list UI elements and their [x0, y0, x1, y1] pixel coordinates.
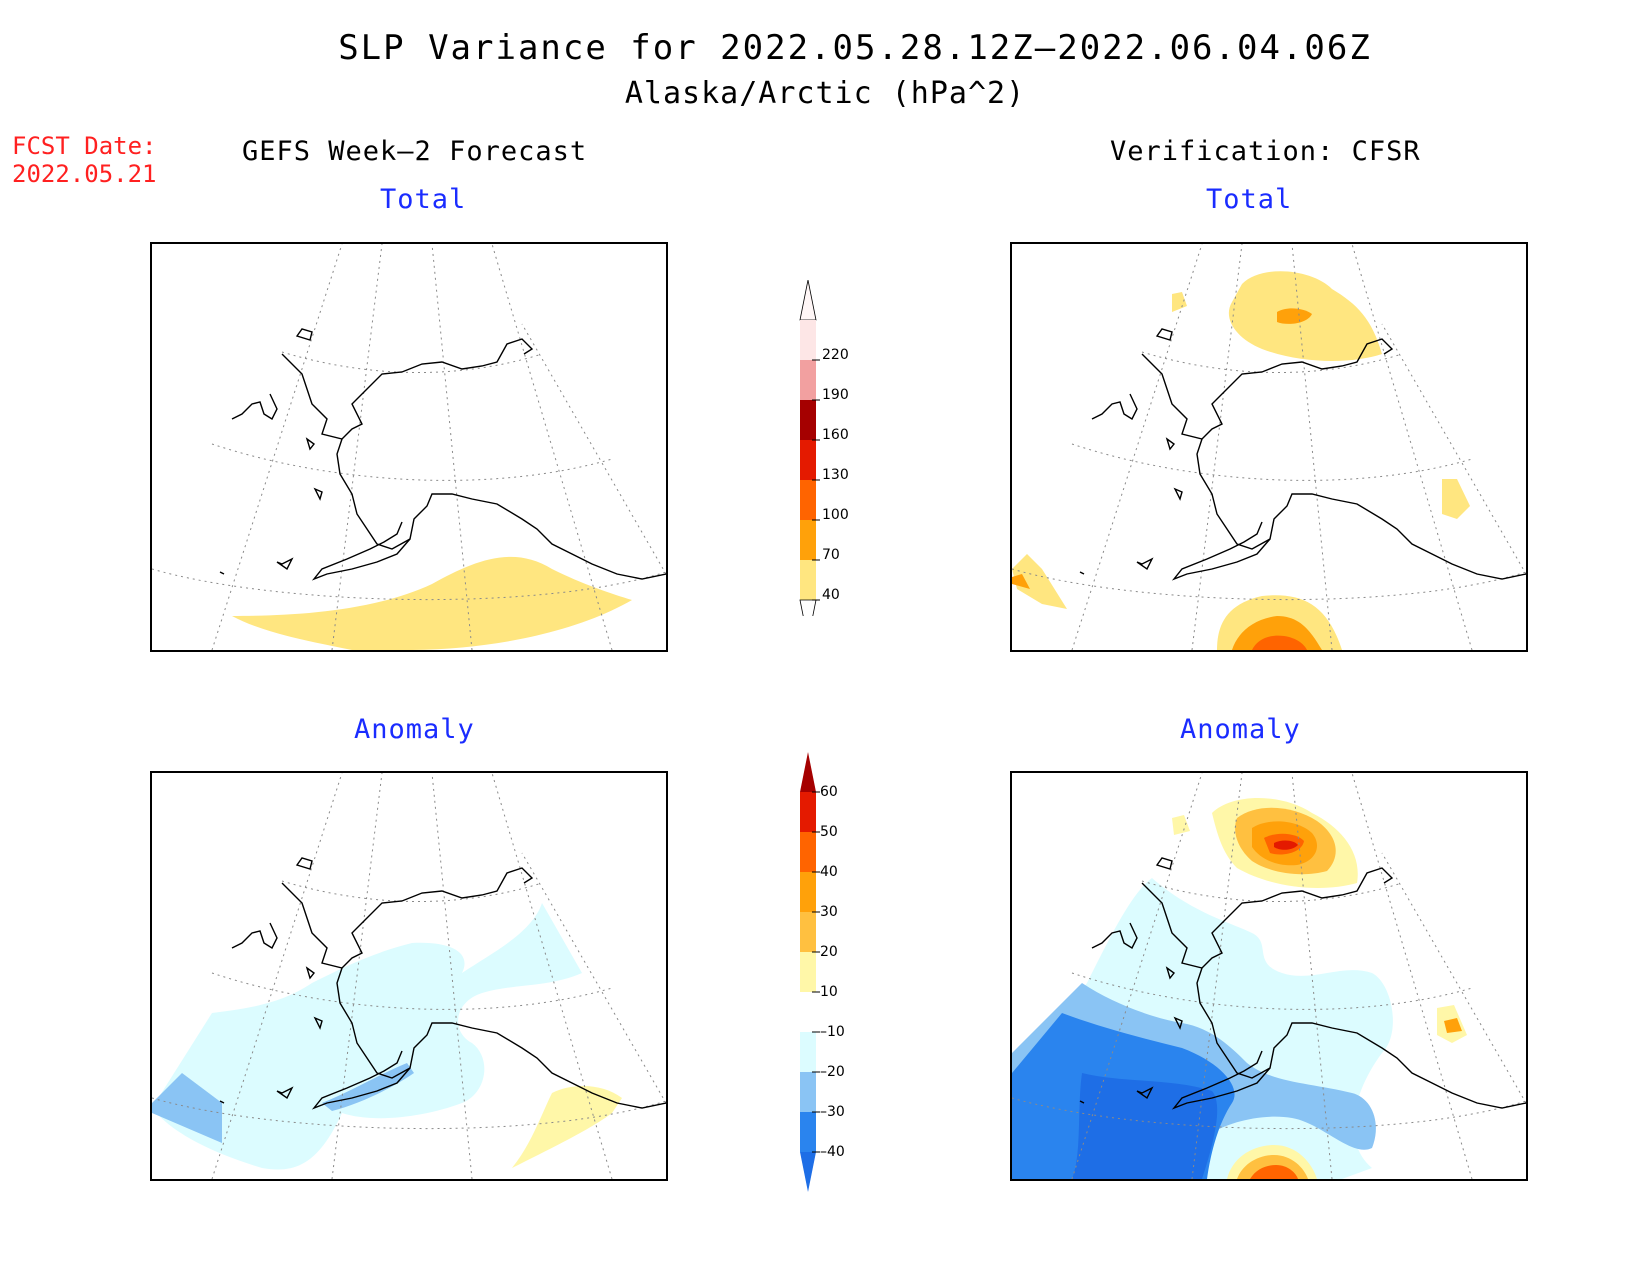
anomaly-colorbar: –40 –30 –20 –10 10 20 30 40 50 60: [790, 752, 870, 1206]
verification-anomaly-map: [1010, 771, 1528, 1181]
verification-anomaly-map-svg: [1012, 773, 1526, 1179]
forecast-anomaly-subtitle: Anomaly: [354, 714, 475, 745]
colorbar-swatch: [800, 792, 816, 832]
colorbar-tick-label: 70: [822, 547, 840, 563]
forecast-anomaly-map-svg: [152, 773, 666, 1179]
colorbar-swatch: [800, 952, 816, 992]
forecast-total-map: [150, 242, 668, 652]
colorbar-swatch: [800, 360, 816, 400]
colorbar-tick-label: 100: [822, 507, 849, 523]
colorbar-tick-label: 60: [820, 784, 838, 800]
colorbar-tick-label: 30: [820, 904, 838, 920]
colorbar-tick-label: –10: [820, 1024, 845, 1040]
map-title: SLP Variance for 2022.05.28.12Z–2022.06.…: [338, 28, 1372, 68]
colorbar-tick-label: 190: [822, 387, 849, 403]
colorbar-swatch: [800, 320, 816, 360]
shade-orange-south: [1252, 635, 1307, 650]
verification-heading: Verification: CFSR: [1110, 136, 1421, 167]
fcst-date-label: FCST Date:: [12, 132, 157, 160]
shade-orange-north: [1277, 308, 1312, 324]
shade-blue-dark: [1072, 1073, 1218, 1179]
verification-total-subtitle: Total: [1206, 184, 1293, 215]
shade-yellow-east: [1442, 479, 1470, 519]
map-subtitle: Alaska/Arctic (hPa^2): [624, 76, 1026, 111]
colorbar-tick-label: –20: [820, 1064, 845, 1080]
colorbar-swatch: [800, 480, 816, 520]
colorbar-tick-label: –30: [820, 1104, 845, 1120]
colorbar-swatch: [800, 520, 816, 560]
colorbar-swatch: [800, 872, 816, 912]
colorbar-tick-label: 10: [820, 984, 838, 1000]
colorbar-swatch: [800, 832, 816, 872]
forecast-total-subtitle: Total: [380, 184, 467, 215]
shade-yellow-sw: [1012, 554, 1067, 609]
shade-blue-light-west: [152, 1073, 222, 1143]
forecast-anomaly-map: [150, 771, 668, 1181]
shade-orange-light-south: [1232, 616, 1322, 650]
shade-gold-east: [1444, 1018, 1462, 1033]
shade-red-north: [1274, 840, 1298, 850]
colorbar-tick-label: 20: [820, 944, 838, 960]
colorbar-swatch: [800, 1032, 816, 1072]
colorbar-tick-label: 220: [822, 347, 849, 363]
fcst-date-value: 2022.05.21: [12, 160, 157, 188]
anomaly-colorbar-svg: –40 –30 –20 –10 10 20 30 40 50 60: [800, 752, 845, 1192]
total-colorbar-svg: 40 70 100 130 160 190 220: [799, 279, 849, 641]
shade-pale-yellow-nw: [1172, 815, 1190, 835]
colorbar-swatch: [800, 560, 816, 600]
shade-yellow-nw: [1172, 292, 1187, 312]
verification-total-map: [1010, 242, 1528, 652]
colorbar-tick-label: 40: [820, 864, 838, 880]
colorbar-tick-label: 40: [822, 587, 840, 603]
colorbar-swatch: [800, 992, 816, 1032]
total-colorbar: 40 70 100 130 160 190 220: [790, 279, 870, 641]
colorbar-swatch: [800, 400, 816, 440]
colorbar-swatch: [800, 1112, 816, 1152]
forecast-total-map-svg: [152, 244, 666, 650]
shade-orange-sw: [1012, 574, 1030, 589]
colorbar-bottom-arrow: [799, 599, 817, 641]
shade-pale-yellow-se: [512, 1086, 622, 1168]
colorbar-swatch: [800, 912, 816, 952]
forecast-heading: GEFS Week–2 Forecast: [242, 136, 588, 167]
verification-total-map-svg: [1012, 244, 1526, 650]
colorbar-bottom-arrow: [800, 1152, 816, 1192]
colorbar-swatch: [800, 440, 816, 480]
colorbar-tick-label: 50: [820, 824, 838, 840]
colorbar-top-arrow: [800, 752, 816, 792]
shade-orange-south: [1250, 1165, 1298, 1179]
colorbar-tick-label: –40: [820, 1144, 845, 1160]
shade-cyan-light: [152, 903, 582, 1170]
colorbar-tick-label: 130: [822, 467, 849, 483]
colorbar-tick-label: 160: [822, 427, 849, 443]
colorbar-top-arrow: [799, 279, 817, 321]
shade-yellow: [232, 556, 632, 650]
verification-anomaly-subtitle: Anomaly: [1180, 714, 1301, 745]
colorbar-swatch: [800, 1072, 816, 1112]
